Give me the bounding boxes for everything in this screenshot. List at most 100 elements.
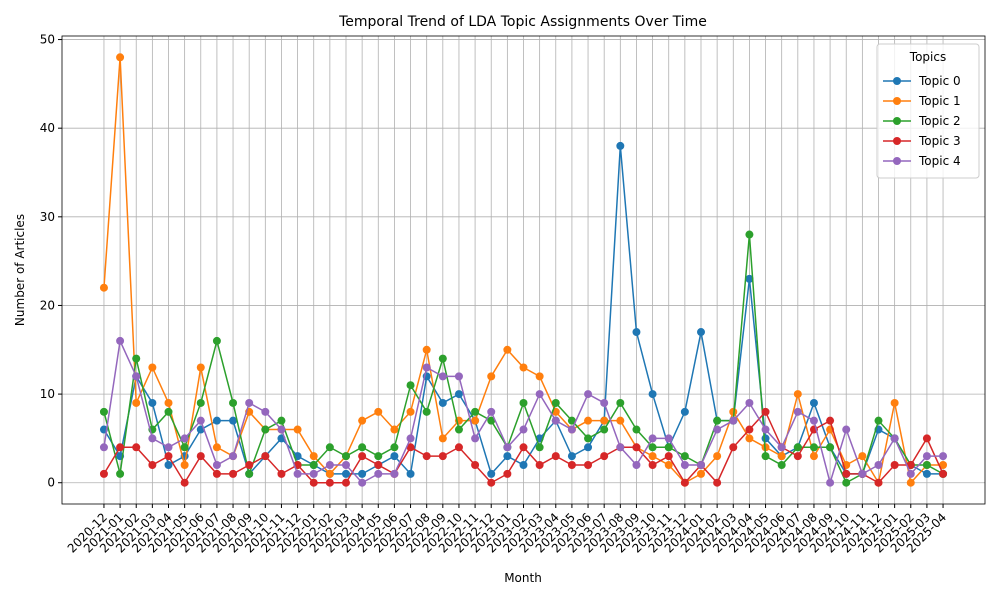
legend-title: Topics [909, 50, 946, 64]
marker [890, 461, 899, 469]
marker [680, 452, 689, 461]
marker [99, 407, 108, 416]
marker [358, 443, 367, 452]
marker [761, 452, 770, 461]
marker [616, 141, 625, 150]
legend-marker [893, 117, 901, 125]
marker [164, 443, 173, 452]
marker [277, 416, 286, 425]
marker [809, 443, 818, 452]
marker [632, 461, 641, 469]
marker [422, 363, 431, 372]
marker [664, 452, 673, 461]
marker [713, 416, 722, 425]
marker [471, 416, 480, 425]
marker [697, 461, 705, 469]
marker [406, 407, 415, 416]
marker [245, 461, 254, 469]
marker [164, 398, 173, 407]
marker [148, 461, 157, 469]
marker [438, 372, 447, 381]
marker [906, 469, 915, 478]
marker [648, 452, 657, 461]
marker [116, 469, 125, 478]
marker [148, 363, 157, 372]
marker [454, 443, 463, 452]
marker [503, 443, 512, 452]
marker [729, 416, 738, 425]
marker [358, 478, 367, 487]
marker [406, 381, 415, 390]
marker [680, 407, 689, 416]
marker [874, 478, 883, 487]
marker [567, 461, 576, 469]
legend-label: Topic 3 [918, 134, 961, 148]
marker [390, 425, 399, 434]
marker [809, 398, 818, 407]
marker [939, 461, 948, 469]
marker [551, 398, 560, 407]
marker [664, 461, 673, 469]
marker [342, 461, 350, 469]
y-tick-label: 0 [47, 476, 55, 490]
marker [342, 469, 350, 478]
marker [616, 416, 625, 425]
marker [342, 452, 350, 461]
marker [729, 407, 738, 416]
marker [616, 398, 625, 407]
marker [374, 452, 383, 461]
marker [99, 283, 108, 292]
marker [551, 416, 560, 425]
marker [922, 469, 931, 478]
marker [245, 398, 254, 407]
marker [890, 434, 899, 443]
marker [196, 398, 205, 407]
marker [487, 407, 496, 416]
chart-title: Temporal Trend of LDA Topic Assignments … [338, 14, 707, 30]
marker [196, 452, 205, 461]
marker [697, 469, 705, 478]
marker [584, 390, 593, 399]
marker [438, 452, 447, 461]
marker [519, 363, 528, 372]
marker [842, 469, 851, 478]
legend-label: Topic 2 [918, 114, 961, 128]
marker [567, 425, 576, 434]
marker [454, 372, 463, 381]
marker [309, 478, 318, 487]
marker [600, 425, 609, 434]
marker [438, 398, 447, 407]
marker [487, 372, 496, 381]
marker [648, 461, 657, 469]
marker [600, 416, 609, 425]
marker [261, 407, 270, 416]
marker [454, 425, 463, 434]
marker [132, 398, 141, 407]
y-tick-label: 40 [40, 121, 55, 135]
y-tick-label: 50 [40, 33, 55, 47]
marker [745, 230, 754, 239]
legend-marker [893, 137, 901, 145]
marker [390, 443, 399, 452]
marker [503, 345, 512, 354]
marker [826, 443, 835, 452]
marker [293, 469, 302, 478]
marker [664, 434, 673, 443]
marker [777, 443, 786, 452]
marker [245, 469, 254, 478]
marker [842, 478, 851, 487]
marker [713, 425, 722, 434]
legend-marker [893, 157, 901, 165]
marker [793, 452, 802, 461]
marker [180, 478, 189, 487]
marker [422, 345, 431, 354]
marker [858, 469, 867, 478]
marker [422, 407, 431, 416]
marker [826, 478, 835, 487]
marker [277, 425, 286, 434]
legend-marker [893, 97, 901, 105]
marker [906, 461, 915, 469]
marker [584, 434, 593, 443]
marker [164, 407, 173, 416]
